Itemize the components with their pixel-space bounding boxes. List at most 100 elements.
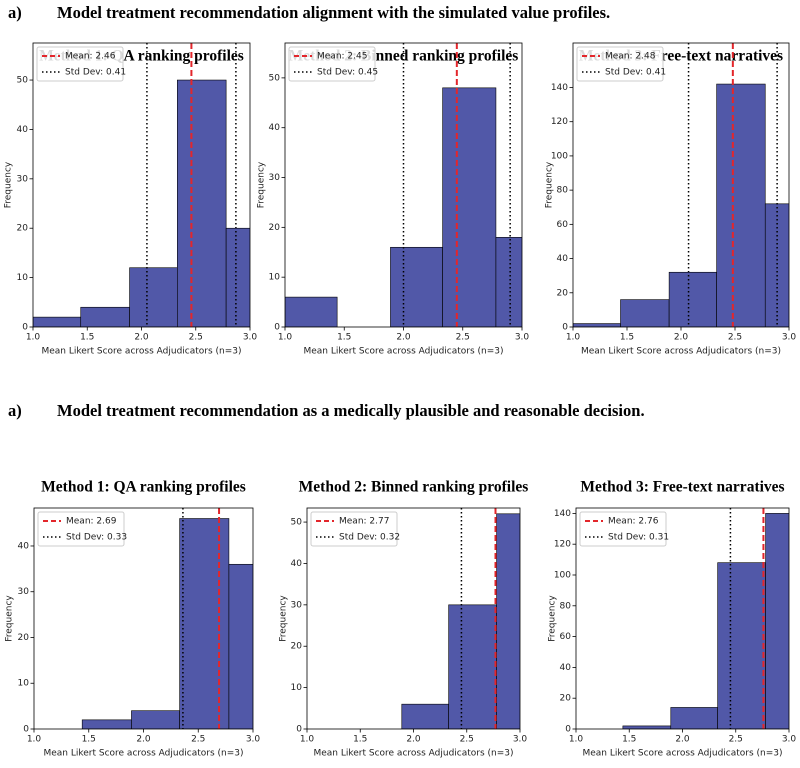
x-axis-label: Mean Likert Score across Adjudicators (n… (41, 347, 241, 357)
x-tick-label: 1.0 (300, 735, 315, 745)
x-tick-label: 2.0 (134, 333, 149, 343)
bar (670, 707, 718, 729)
y-tick-label: 30 (18, 587, 30, 597)
y-axis-label: Frequency (548, 595, 558, 642)
y-axis-label: Frequency (4, 161, 14, 208)
y-tick-label: 0 (23, 725, 29, 735)
x-tick-label: 3.0 (782, 735, 797, 745)
legend-label: Std Dev: 0.45 (317, 68, 378, 78)
x-tick-label: 2.5 (460, 735, 474, 745)
bar (401, 703, 449, 729)
bar (716, 83, 766, 327)
plot-area (622, 508, 789, 729)
y-tick-label: 20 (557, 288, 569, 298)
bar (622, 725, 672, 729)
y-tick-label: 10 (17, 273, 29, 283)
x-axis-label: Mean Likert Score across Adjudicators (n… (43, 749, 243, 759)
legend: Mean: 2.69 Std Dev: 0.33 (37, 511, 127, 547)
bar (131, 710, 180, 729)
chart-title: Method 3: Free-text narratives (580, 479, 784, 496)
x-axis-label: Mean Likert Score across Adjudicators (n… (582, 749, 782, 759)
y-tick-label: 0 (274, 323, 280, 333)
bar (620, 299, 670, 327)
x-tick-label: 3.0 (515, 333, 530, 343)
x-tick-label: 2.5 (456, 333, 470, 343)
legend-label: Std Dev: 0.32 (339, 533, 400, 543)
y-tick-label: 30 (17, 174, 29, 184)
legend: Mean: 2.46 Std Dev: 0.41 (36, 46, 126, 82)
x-tick-label: 2.0 (396, 333, 411, 343)
x-tick-label: 2.5 (728, 333, 742, 343)
x-axis-label: Mean Likert Score across Adjudicators (n… (313, 749, 513, 759)
x-tick-label: 3.0 (246, 735, 261, 745)
legend-label: Mean: 2.46 (65, 52, 116, 62)
x-tick-label: 1.0 (569, 735, 584, 745)
section-label: a) (8, 3, 22, 22)
y-tick-label: 40 (17, 125, 29, 135)
y-tick-label: 80 (557, 186, 569, 196)
legend-label: Mean: 2.48 (605, 52, 656, 62)
x-axis-label: Mean Likert Score across Adjudicators (n… (303, 347, 503, 357)
x-tick-label: 1.5 (622, 735, 636, 745)
legend: Mean: 2.45 Std Dev: 0.45 (288, 46, 378, 82)
y-tick-label: 40 (269, 123, 281, 133)
bar (225, 227, 250, 327)
y-tick-label: 20 (18, 633, 30, 643)
x-tick-label: 3.0 (513, 735, 528, 745)
bar (668, 271, 717, 327)
y-tick-label: 100 (551, 151, 568, 161)
x-tick-label: 2.0 (675, 735, 690, 745)
bar (448, 604, 497, 729)
y-tick-label: 20 (17, 224, 29, 234)
x-tick-label: 2.0 (674, 333, 689, 343)
bar (573, 323, 621, 327)
plot-area (573, 43, 789, 327)
x-tick-label: 2.0 (136, 735, 151, 745)
y-tick-label: 50 (17, 76, 29, 86)
y-tick-label: 0 (22, 323, 28, 333)
y-tick-label: 100 (554, 570, 571, 580)
y-tick-label: 0 (565, 725, 571, 735)
section-label: a) (8, 401, 22, 420)
y-tick-label: 120 (551, 117, 568, 127)
chart-title: Method 2: Binned ranking profiles (299, 479, 529, 496)
y-tick-label: 20 (291, 642, 303, 652)
y-tick-label: 10 (269, 273, 281, 283)
y-tick-label: 50 (291, 518, 303, 528)
y-axis-label: Frequency (257, 161, 267, 208)
bar (765, 513, 789, 729)
bar (285, 296, 338, 327)
bar (129, 267, 178, 327)
plot-area (285, 43, 522, 327)
y-tick-label: 40 (18, 541, 30, 551)
legend: Mean: 2.48 Std Dev: 0.41 (576, 46, 666, 82)
legend: Mean: 2.77 Std Dev: 0.32 (310, 511, 400, 547)
bar (495, 237, 522, 327)
legend-label: Std Dev: 0.41 (65, 68, 126, 78)
x-tick-label: 1.0 (26, 333, 41, 343)
y-tick-label: 50 (269, 73, 281, 83)
bar (717, 562, 766, 729)
x-tick-label: 1.5 (80, 333, 94, 343)
y-tick-label: 20 (269, 223, 281, 233)
legend: Mean: 2.76 Std Dev: 0.31 (579, 511, 669, 547)
y-tick-label: 140 (554, 509, 571, 519)
bar (81, 719, 132, 729)
x-axis-label: Mean Likert Score across Adjudicators (n… (581, 347, 781, 357)
bar (177, 79, 227, 327)
plot-area (401, 508, 520, 729)
x-tick-label: 1.0 (566, 333, 581, 343)
legend-label: Mean: 2.69 (66, 517, 117, 527)
bar (80, 306, 130, 327)
x-tick-label: 1.5 (82, 735, 96, 745)
section-heading: Model treatment recommendation alignment… (57, 3, 610, 22)
x-tick-label: 1.5 (620, 333, 634, 343)
y-axis-label: Frequency (5, 595, 15, 642)
y-tick-label: 120 (554, 540, 571, 550)
legend-label: Mean: 2.45 (317, 52, 367, 62)
legend-label: Std Dev: 0.31 (608, 533, 669, 543)
bar (764, 203, 789, 327)
y-tick-label: 80 (560, 601, 572, 611)
bar (33, 316, 82, 327)
